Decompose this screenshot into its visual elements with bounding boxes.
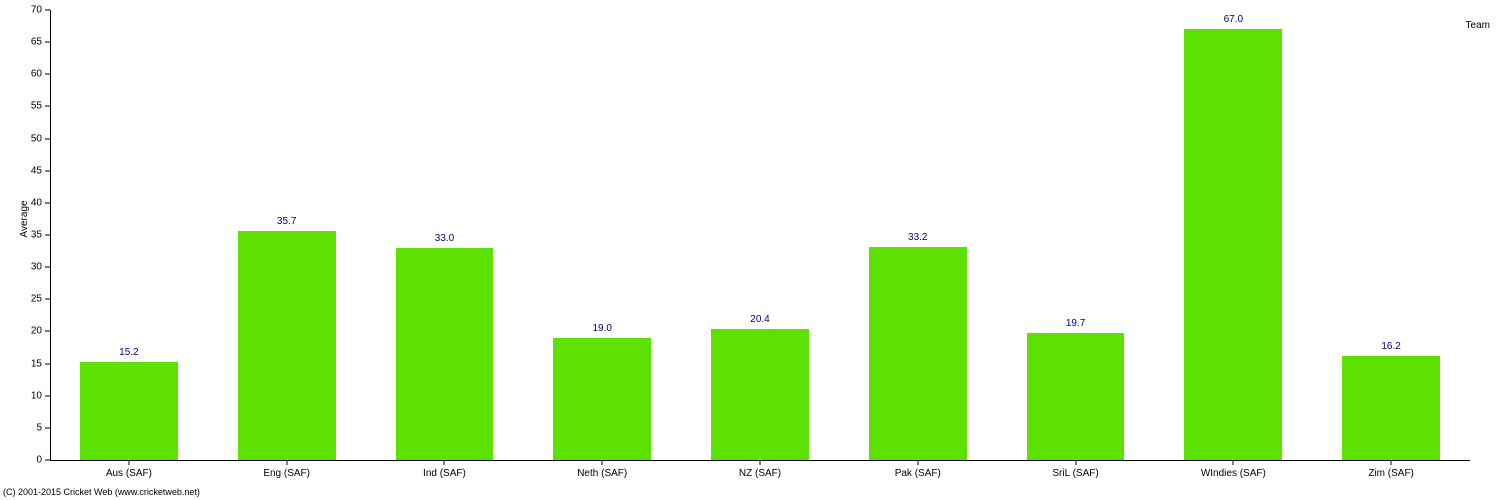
x-tick-mark	[602, 460, 603, 465]
bar	[396, 248, 494, 460]
y-tick-label: 25	[31, 294, 42, 305]
x-tick-label: Neth (SAF)	[577, 468, 627, 479]
bar-value-label: 33.0	[435, 233, 454, 244]
x-tick-label: Eng (SAF)	[263, 468, 310, 479]
y-tick-label: 30	[31, 262, 42, 273]
plot-area: 15.2 35.7 33.0 19.0 20.4 33.2 19.7 67.0 16.2	[50, 10, 1470, 460]
x-tick-label: NZ (SAF)	[739, 468, 781, 479]
bar-value-label: 67.0	[1224, 14, 1243, 25]
y-tick-label: 65	[31, 37, 42, 48]
y-tick-label: 60	[31, 69, 42, 80]
y-axis-label: Average	[19, 200, 30, 237]
bar	[553, 338, 651, 460]
y-tick-label: 50	[31, 133, 42, 144]
y-axis: 0 5 10 15 20 25 30 35 40 45 50 55 60 65 70	[0, 0, 50, 500]
x-tick-label: SriL (SAF)	[1052, 468, 1098, 479]
y-tick-label: 5	[36, 422, 42, 433]
bar	[238, 231, 336, 461]
y-tick-label: 45	[31, 165, 42, 176]
y-tick-label: 10	[31, 390, 42, 401]
bar	[1027, 333, 1125, 460]
bar-value-label: 15.2	[119, 347, 138, 358]
x-tick-mark	[917, 460, 918, 465]
x-tick-label: Zim (SAF)	[1368, 468, 1414, 479]
bar	[80, 362, 178, 460]
x-tick-mark	[1233, 460, 1234, 465]
y-tick-label: 35	[31, 230, 42, 241]
x-tick-mark	[286, 460, 287, 465]
x-tick-label: Pak (SAF)	[895, 468, 941, 479]
bar-value-label: 16.2	[1381, 341, 1400, 352]
x-tick-mark	[1075, 460, 1076, 465]
x-axis-label: Team	[1466, 20, 1490, 31]
y-tick-label: 15	[31, 358, 42, 369]
x-tick-mark	[128, 460, 129, 465]
chart-container: 0 5 10 15 20 25 30 35 40 45 50 55 60 65 70 Average 15.…	[0, 0, 1500, 500]
y-tick-label: 20	[31, 326, 42, 337]
bar	[1342, 356, 1440, 460]
x-tick-label: Aus (SAF)	[106, 468, 152, 479]
x-tick-mark	[760, 460, 761, 465]
y-tick-label: 0	[36, 455, 42, 466]
y-tick-label: 70	[31, 5, 42, 16]
x-tick-mark	[1391, 460, 1392, 465]
y-tick-label: 55	[31, 101, 42, 112]
bar	[711, 329, 809, 460]
x-tick-label: WIndies (SAF)	[1201, 468, 1266, 479]
x-tick-label: Ind (SAF)	[423, 468, 466, 479]
x-tick-mark	[444, 460, 445, 465]
x-axis: Aus (SAF) Eng (SAF) Ind (SAF) Neth (SAF) NZ …	[50, 460, 1470, 490]
bar-value-label: 35.7	[277, 216, 296, 227]
bar	[869, 247, 967, 460]
bar-value-label: 33.2	[908, 232, 927, 243]
copyright-text: (C) 2001-2015 Cricket Web (www.cricketwe…	[3, 487, 200, 497]
bar-value-label: 20.4	[750, 314, 769, 325]
y-tick-label: 40	[31, 197, 42, 208]
bar-value-label: 19.0	[592, 323, 611, 334]
bar	[1184, 29, 1282, 460]
bar-value-label: 19.7	[1066, 318, 1085, 329]
